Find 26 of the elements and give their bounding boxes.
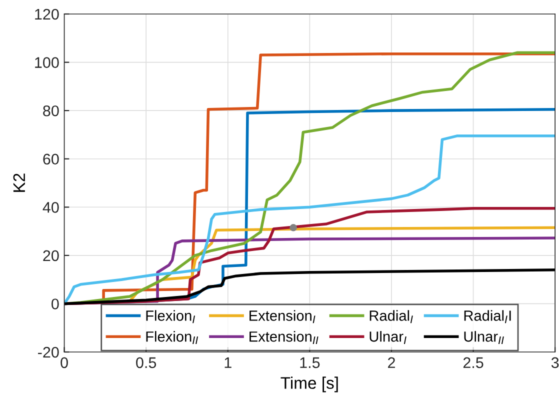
legend-label: Ulnar$_{II}$ — [464, 331, 504, 344]
legend-label: Ulnar$_{I}$ — [370, 331, 406, 344]
x-tick-label: 2.5 — [463, 357, 484, 368]
y-tick-label: 40 — [42, 202, 59, 213]
y-tick-label: 20 — [43, 250, 59, 262]
legend-label: Radial$_{I}$I — [464, 310, 511, 324]
x-tick-label: 3 — [551, 357, 559, 368]
x-tick-label: 0.5 — [136, 357, 156, 368]
legend-label: Extension$_{I}$ — [250, 310, 316, 324]
y-tick-label: 100 — [35, 57, 59, 68]
x-tick-label: 2 — [388, 357, 395, 368]
x-tick-label: 0 — [60, 357, 68, 368]
y-tick-label: 120 — [35, 8, 59, 20]
y-tick-label: 60 — [43, 154, 59, 165]
legend-label: Flexion$_{II}$ — [146, 331, 198, 344]
x-tick-label: 1.5 — [300, 357, 320, 368]
y-tick-label: 80 — [43, 105, 59, 116]
x-axis-title: Time [s] — [280, 376, 338, 392]
legend-label: Flexion$_{I}$ — [146, 310, 195, 324]
y-tick-label: -20 — [38, 346, 59, 358]
legend-label: Extension$_{II}$ — [250, 331, 318, 344]
y-axis-title: K2 — [13, 174, 25, 192]
y-tick-label: 0 — [52, 298, 59, 310]
line-series — [64, 268, 556, 306]
x-tick-label: 1 — [224, 357, 232, 368]
legend-label: Radial$_{I}$ — [370, 310, 413, 324]
